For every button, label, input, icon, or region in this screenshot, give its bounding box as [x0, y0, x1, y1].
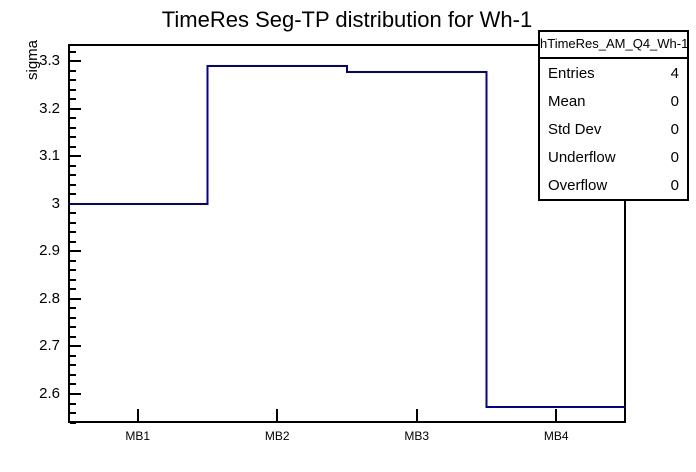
y-major-tick — [70, 345, 81, 348]
x-tick-label: MB4 — [543, 429, 569, 443]
stat-label: Overflow — [548, 176, 608, 194]
stat-value: 0 — [670, 148, 679, 166]
histogram-step-path — [68, 64, 626, 408]
y-minor-tick — [70, 231, 76, 234]
x-tick — [555, 409, 558, 421]
y-minor-tick — [70, 288, 76, 291]
x-tick — [276, 409, 279, 421]
y-tick-label: 2.7 — [39, 337, 60, 355]
y-tick-label: 2.9 — [39, 242, 60, 260]
y-minor-tick — [70, 126, 76, 129]
stat-label: Entries — [548, 64, 595, 82]
stat-row-overflow: Overflow 0 — [540, 171, 687, 199]
y-minor-tick — [70, 79, 76, 82]
x-tick — [136, 409, 139, 421]
stat-value: 0 — [670, 176, 679, 194]
y-minor-tick — [70, 240, 76, 243]
y-minor-tick — [70, 278, 76, 281]
y-tick-label: 3.2 — [39, 99, 60, 117]
stat-value: 0 — [670, 92, 679, 110]
y-tick-label: 3.3 — [39, 52, 60, 70]
y-major-tick — [70, 392, 81, 395]
y-minor-tick — [70, 88, 76, 91]
stat-row-stddev: Std Dev 0 — [540, 115, 687, 143]
y-major-tick — [70, 107, 81, 110]
x-tick-label: MB3 — [404, 429, 430, 443]
y-minor-tick — [70, 269, 76, 272]
stats-box-title: hTimeRes_AM_Q4_Wh-1 — [540, 32, 687, 59]
y-minor-tick — [70, 307, 76, 310]
y-minor-tick — [70, 221, 76, 224]
y-major-tick — [70, 60, 81, 63]
stat-row-entries: Entries 4 — [540, 59, 687, 87]
y-minor-tick — [70, 259, 76, 262]
x-tick-label: MB2 — [264, 429, 290, 443]
y-minor-tick — [70, 412, 76, 414]
stats-box: hTimeRes_AM_Q4_Wh-1 Entries 4 Mean 0 Std… — [538, 30, 689, 201]
y-minor-tick — [70, 117, 76, 120]
stat-value: 0 — [670, 120, 679, 138]
y-minor-tick — [70, 145, 76, 148]
y-minor-tick — [70, 354, 76, 357]
y-minor-tick — [70, 383, 76, 386]
y-minor-tick — [70, 364, 76, 367]
y-major-tick — [70, 155, 81, 158]
y-minor-tick — [70, 69, 76, 72]
y-minor-tick — [70, 136, 76, 139]
x-tick-label: MB1 — [125, 429, 151, 443]
x-tick — [415, 409, 418, 421]
y-minor-tick — [70, 373, 76, 376]
y-minor-tick — [70, 183, 76, 186]
y-major-tick — [70, 297, 81, 300]
y-tick-label: 2.8 — [39, 289, 60, 307]
y-minor-tick — [70, 164, 76, 167]
y-minor-tick — [70, 326, 76, 329]
stat-row-mean: Mean 0 — [540, 87, 687, 115]
y-minor-tick — [70, 98, 76, 101]
y-tick-label: 2.6 — [39, 384, 60, 402]
y-tick-label: 3 — [51, 194, 60, 212]
y-minor-tick — [70, 50, 76, 53]
y-minor-tick — [70, 421, 76, 424]
stat-value: 4 — [670, 64, 679, 82]
histogram-line — [68, 64, 626, 408]
y-minor-tick — [70, 174, 76, 177]
stat-label: Underflow — [548, 148, 616, 166]
y-minor-tick — [70, 193, 76, 196]
stats-rows: Entries 4 Mean 0 Std Dev 0 Underflow 0 O… — [540, 59, 687, 199]
y-major-tick — [70, 250, 81, 253]
y-minor-tick — [70, 402, 76, 405]
y-tick-label: 3.1 — [39, 147, 60, 165]
y-minor-tick — [70, 335, 76, 338]
stat-row-underflow: Underflow 0 — [540, 143, 687, 171]
y-minor-tick — [70, 316, 76, 319]
y-minor-tick — [70, 212, 76, 215]
stat-label: Std Dev — [548, 120, 602, 138]
chart-title: TimeRes Seg-TP distribution for Wh-1 — [161, 7, 533, 32]
stat-label: Mean — [548, 92, 586, 110]
plot-frame — [68, 44, 626, 423]
